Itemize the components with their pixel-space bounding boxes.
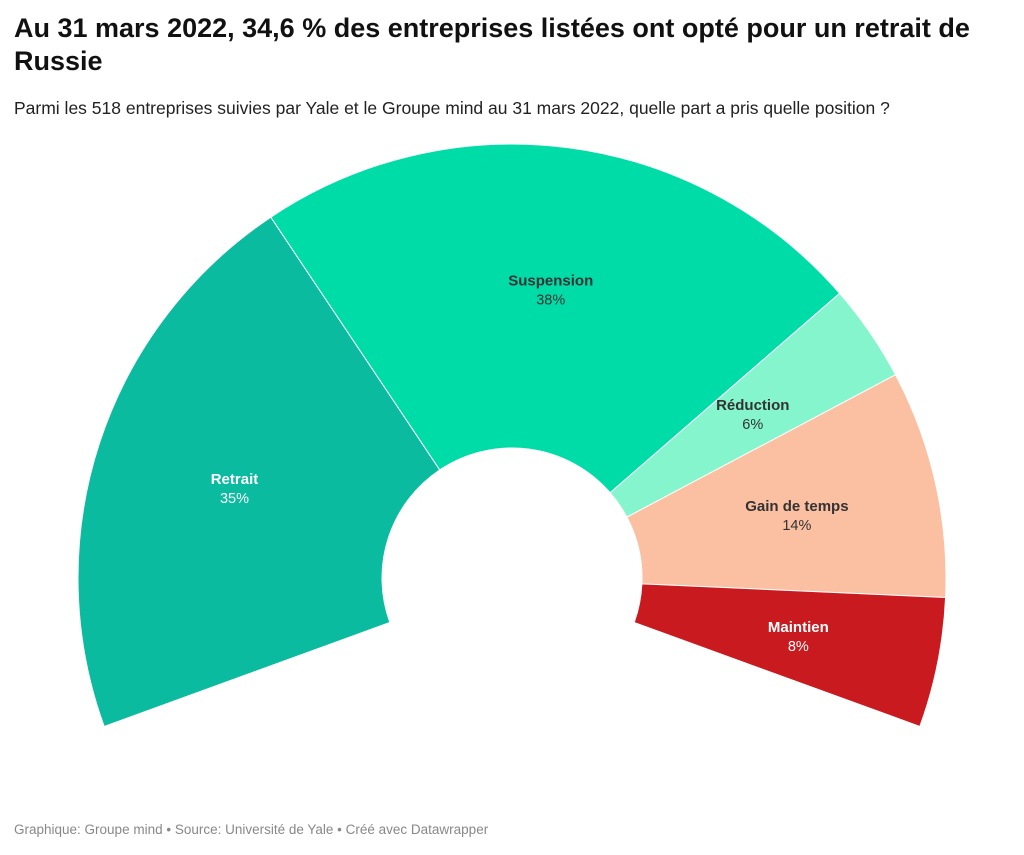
slice-label-4: Maintien [768,619,829,636]
slice-3[interactable] [626,374,947,599]
slice-label-2: Réduction [716,397,789,414]
slice-group [77,143,947,728]
chart-footer: Graphique: Groupe mind • Source: Univers… [14,822,489,837]
arc-chart: Retrait 35% Suspension 38% Réduction 6% Gain d… [77,143,947,728]
label-group: Retrait 35% Suspension 38% Réduction 6% Gain d… [211,273,849,656]
slice-label-3: Gain de temps [745,498,848,515]
slice-label-1: Suspension [508,273,593,290]
slice-value-2: 6% [742,417,763,433]
slice-0[interactable] [77,216,441,728]
slice-value-0: 35% [220,491,249,507]
slice-value-3: 14% [782,518,811,534]
chart-subtitle: Parmi les 518 entreprises suivies par Ya… [14,98,890,118]
chart-title: Au 31 mars 2022, 34,6 % des entreprises … [14,13,970,76]
slice-value-4: 8% [788,639,809,655]
slice-value-1: 38% [536,293,565,309]
slice-4[interactable] [633,583,947,728]
slice-1[interactable] [270,143,841,494]
slice-label-0: Retrait [211,471,259,488]
